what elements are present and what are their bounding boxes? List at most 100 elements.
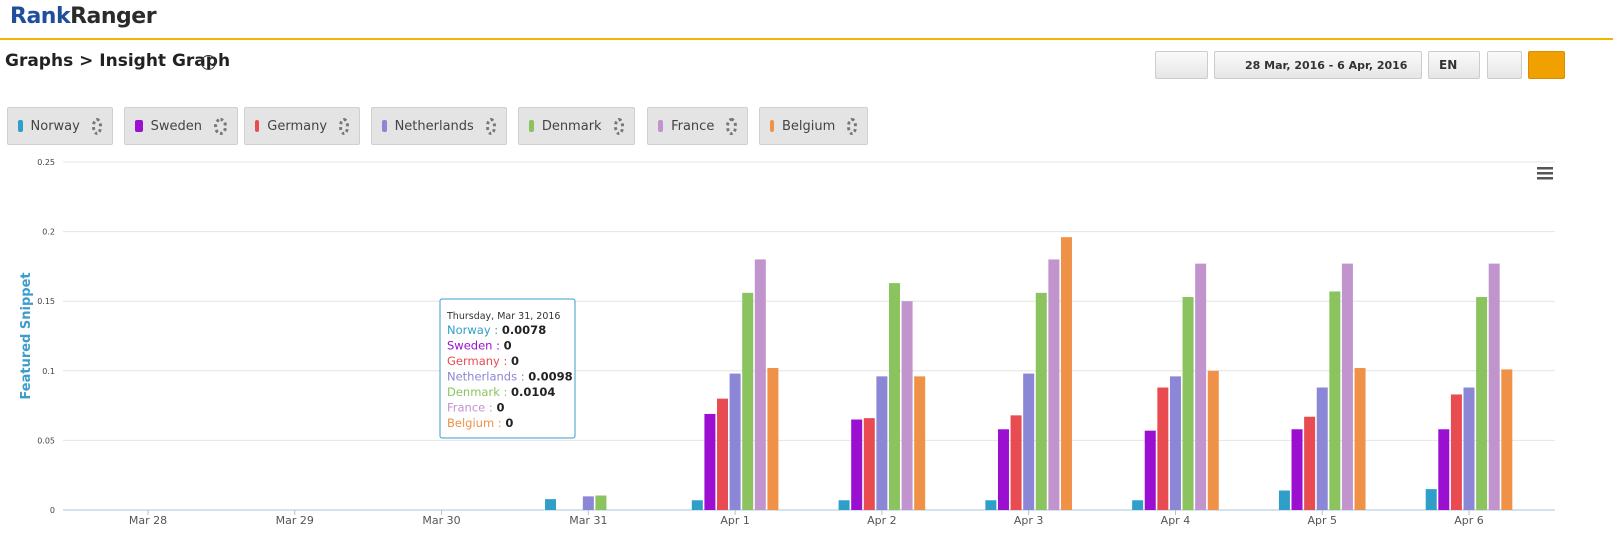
top-bar: RankRanger [0,0,1613,40]
legend-label: France [671,118,715,134]
tooltip-separator: : [500,385,511,399]
gear-icon[interactable] [847,117,857,135]
tooltip-series: Belgium [447,416,494,430]
bar [1169,376,1181,510]
bar [754,259,766,510]
bar [1304,416,1316,510]
x-tick-label: Mar 30 [422,514,460,527]
bar [901,301,913,510]
legend-label: Norway [30,118,80,134]
gear-icon[interactable] [613,117,624,135]
y-axis-label: Featured Snippet [19,272,34,399]
tooltip-separator: : [517,370,528,384]
gear-icon[interactable] [726,117,737,135]
legend-swatch [382,120,387,132]
tooltip-separator: : [494,416,505,430]
bar [1048,259,1060,510]
legend-swatch [658,120,664,132]
bar [1354,368,1366,510]
tooltip-value: 0.0104 [511,385,555,399]
tooltip-row: Norway : 0.0078 [447,323,546,337]
bar [1207,370,1219,510]
language-dropdown[interactable]: EN [1428,51,1480,79]
bar [1450,394,1462,510]
bar [838,500,850,510]
menu-icon[interactable] [1537,167,1553,180]
bar [582,496,594,510]
bar [1501,369,1513,510]
tooltip-row: Belgium : 0 [447,416,513,430]
bar [1195,263,1207,510]
bar [1060,237,1072,510]
tooltip-value: 0.0098 [528,370,572,384]
bar [691,500,703,510]
bar [914,376,926,510]
tooltip-value: 0 [511,354,519,368]
legend-item[interactable]: Norway [7,107,113,145]
logo-part: Ranger [70,4,157,29]
legend-item[interactable]: Germany [244,107,360,145]
tooltip-row: Netherlands : 0.0098 [447,370,573,384]
bar [1488,263,1500,510]
bar [742,292,754,510]
bar [863,418,875,510]
tooltip-value: 0 [504,339,512,353]
bar [545,499,557,510]
bar [729,373,741,510]
legend-swatch [135,120,143,132]
tooltip-row: France : 0 [447,401,504,415]
x-tick-label: Apr 1 [720,514,750,527]
legend-label: Germany [267,118,328,134]
legend-label: Belgium [782,118,836,134]
date-picker[interactable]: 28 Mar, 2016 - 6 Apr, 2016 [1214,51,1422,79]
bar [1010,415,1022,510]
y-tick-label: 0.05 [37,436,55,445]
gear-icon[interactable] [91,117,102,135]
legend-swatch [18,120,23,132]
legend-item[interactable]: Belgium [759,107,868,145]
legend-label: Denmark [541,118,602,134]
bar [1425,489,1437,510]
logo[interactable]: RankRanger [10,4,157,29]
bar [876,376,888,510]
gear-icon[interactable] [339,117,349,135]
tooltip-row: Sweden : 0 [447,339,512,353]
gear-icon[interactable] [485,117,496,135]
download-button[interactable] [1487,51,1522,79]
bar [767,368,779,510]
x-tick-label: Apr 6 [1454,514,1484,527]
tooltip-series: Denmark [447,385,500,399]
bar [1476,297,1488,510]
x-tick-label: Mar 31 [569,514,607,527]
info-icon[interactable] [201,55,216,70]
tooltip-box [439,298,576,439]
y-tick-label: 0.25 [37,158,55,167]
bar [704,413,716,510]
tooltip-series: Germany [447,354,500,368]
gear-icon[interactable] [214,117,227,135]
y-tick-label: 0 [50,506,55,515]
tooltip-row: Denmark : 0.0104 [447,385,555,399]
tooltip-value: 0 [505,416,513,430]
legend-item[interactable]: Sweden [124,107,238,145]
legend-item[interactable]: Denmark [518,107,635,145]
legend-label: Sweden [150,118,202,134]
legend-label: Netherlands [394,118,474,134]
bar [1316,387,1328,510]
settings-button[interactable] [1528,51,1565,79]
y-tick-label: 0.15 [37,297,55,306]
legend-swatch [770,120,775,132]
legend-item[interactable]: France [647,107,748,145]
bar [1157,387,1169,510]
logo-part: Rank [10,4,71,29]
y-tick-label: 0.2 [42,228,55,237]
bar [1144,430,1156,510]
x-tick-label: Apr 3 [1014,514,1044,527]
cube-dropdown[interactable] [1155,51,1208,79]
bar [985,500,997,510]
legend-item[interactable]: Netherlands [371,107,507,145]
legend-swatch [255,120,260,132]
x-tick-label: Apr 4 [1161,514,1191,527]
